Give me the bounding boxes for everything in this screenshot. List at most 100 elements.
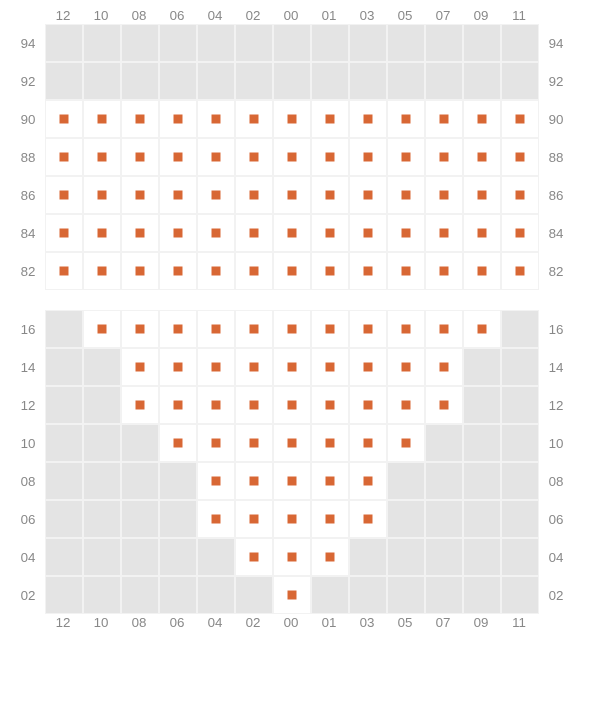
- seat[interactable]: [425, 386, 463, 424]
- seat[interactable]: [463, 176, 501, 214]
- seat[interactable]: [159, 386, 197, 424]
- seat[interactable]: [425, 348, 463, 386]
- seat[interactable]: [425, 100, 463, 138]
- seat[interactable]: [235, 176, 273, 214]
- seat[interactable]: [197, 500, 235, 538]
- seat[interactable]: [197, 462, 235, 500]
- seat[interactable]: [121, 138, 159, 176]
- seat[interactable]: [311, 138, 349, 176]
- seat[interactable]: [235, 424, 273, 462]
- seat[interactable]: [311, 100, 349, 138]
- seat[interactable]: [349, 176, 387, 214]
- seat[interactable]: [121, 386, 159, 424]
- seat[interactable]: [349, 348, 387, 386]
- seat[interactable]: [425, 252, 463, 290]
- seat[interactable]: [273, 424, 311, 462]
- seat[interactable]: [463, 252, 501, 290]
- seat[interactable]: [45, 176, 83, 214]
- seat[interactable]: [197, 424, 235, 462]
- seat[interactable]: [83, 214, 121, 252]
- seat[interactable]: [83, 252, 121, 290]
- seat[interactable]: [235, 214, 273, 252]
- seat[interactable]: [311, 348, 349, 386]
- seat[interactable]: [501, 100, 539, 138]
- seat[interactable]: [159, 252, 197, 290]
- seat[interactable]: [273, 138, 311, 176]
- seat[interactable]: [501, 214, 539, 252]
- seat[interactable]: [273, 348, 311, 386]
- seat[interactable]: [387, 424, 425, 462]
- seat[interactable]: [197, 310, 235, 348]
- seat[interactable]: [159, 424, 197, 462]
- seat[interactable]: [387, 100, 425, 138]
- seat[interactable]: [235, 252, 273, 290]
- seat[interactable]: [235, 138, 273, 176]
- seat[interactable]: [273, 252, 311, 290]
- seat[interactable]: [349, 214, 387, 252]
- seat[interactable]: [311, 252, 349, 290]
- seat[interactable]: [235, 500, 273, 538]
- seat[interactable]: [197, 138, 235, 176]
- seat[interactable]: [273, 576, 311, 614]
- seat[interactable]: [235, 348, 273, 386]
- seat[interactable]: [45, 100, 83, 138]
- seat[interactable]: [387, 214, 425, 252]
- seat[interactable]: [349, 138, 387, 176]
- seat[interactable]: [311, 462, 349, 500]
- seat[interactable]: [425, 214, 463, 252]
- seat[interactable]: [197, 348, 235, 386]
- seat[interactable]: [235, 538, 273, 576]
- seat[interactable]: [463, 310, 501, 348]
- seat[interactable]: [463, 214, 501, 252]
- seat[interactable]: [159, 138, 197, 176]
- seat[interactable]: [45, 138, 83, 176]
- seat[interactable]: [463, 100, 501, 138]
- seat[interactable]: [159, 310, 197, 348]
- seat[interactable]: [197, 176, 235, 214]
- seat[interactable]: [121, 348, 159, 386]
- seat[interactable]: [273, 176, 311, 214]
- seat[interactable]: [83, 138, 121, 176]
- seat[interactable]: [83, 100, 121, 138]
- seat[interactable]: [349, 424, 387, 462]
- seat[interactable]: [501, 252, 539, 290]
- seat[interactable]: [349, 310, 387, 348]
- seat[interactable]: [425, 176, 463, 214]
- seat[interactable]: [501, 138, 539, 176]
- seat[interactable]: [235, 310, 273, 348]
- seat[interactable]: [159, 348, 197, 386]
- seat[interactable]: [349, 386, 387, 424]
- seat[interactable]: [311, 176, 349, 214]
- seat[interactable]: [121, 100, 159, 138]
- seat[interactable]: [349, 500, 387, 538]
- seat[interactable]: [197, 252, 235, 290]
- seat[interactable]: [121, 310, 159, 348]
- seat[interactable]: [83, 176, 121, 214]
- seat[interactable]: [159, 214, 197, 252]
- seat[interactable]: [311, 500, 349, 538]
- seat[interactable]: [349, 252, 387, 290]
- seat[interactable]: [45, 214, 83, 252]
- seat[interactable]: [235, 462, 273, 500]
- seat[interactable]: [159, 176, 197, 214]
- seat[interactable]: [425, 138, 463, 176]
- seat[interactable]: [387, 348, 425, 386]
- seat[interactable]: [273, 500, 311, 538]
- seat[interactable]: [197, 386, 235, 424]
- seat[interactable]: [121, 252, 159, 290]
- seat[interactable]: [425, 310, 463, 348]
- seat[interactable]: [501, 176, 539, 214]
- seat[interactable]: [273, 386, 311, 424]
- seat[interactable]: [311, 538, 349, 576]
- seat[interactable]: [273, 538, 311, 576]
- seat[interactable]: [273, 462, 311, 500]
- seat[interactable]: [159, 100, 197, 138]
- seat[interactable]: [83, 310, 121, 348]
- seat[interactable]: [387, 252, 425, 290]
- seat[interactable]: [387, 138, 425, 176]
- seat[interactable]: [235, 100, 273, 138]
- seat[interactable]: [197, 214, 235, 252]
- seat[interactable]: [273, 310, 311, 348]
- seat[interactable]: [387, 386, 425, 424]
- seat[interactable]: [311, 310, 349, 348]
